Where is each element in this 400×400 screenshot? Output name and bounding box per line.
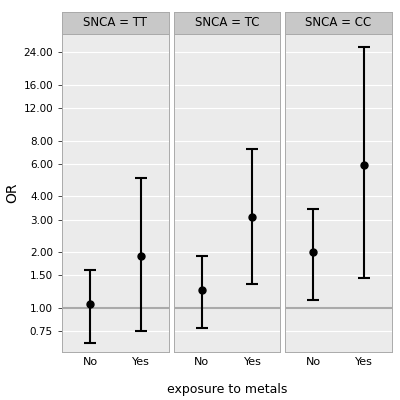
Text: SNCA = CC: SNCA = CC — [306, 16, 372, 30]
Y-axis label: OR: OR — [5, 183, 19, 203]
Text: exposure to metals: exposure to metals — [167, 383, 287, 396]
Text: SNCA = TT: SNCA = TT — [83, 16, 147, 30]
Text: SNCA = TC: SNCA = TC — [195, 16, 259, 30]
